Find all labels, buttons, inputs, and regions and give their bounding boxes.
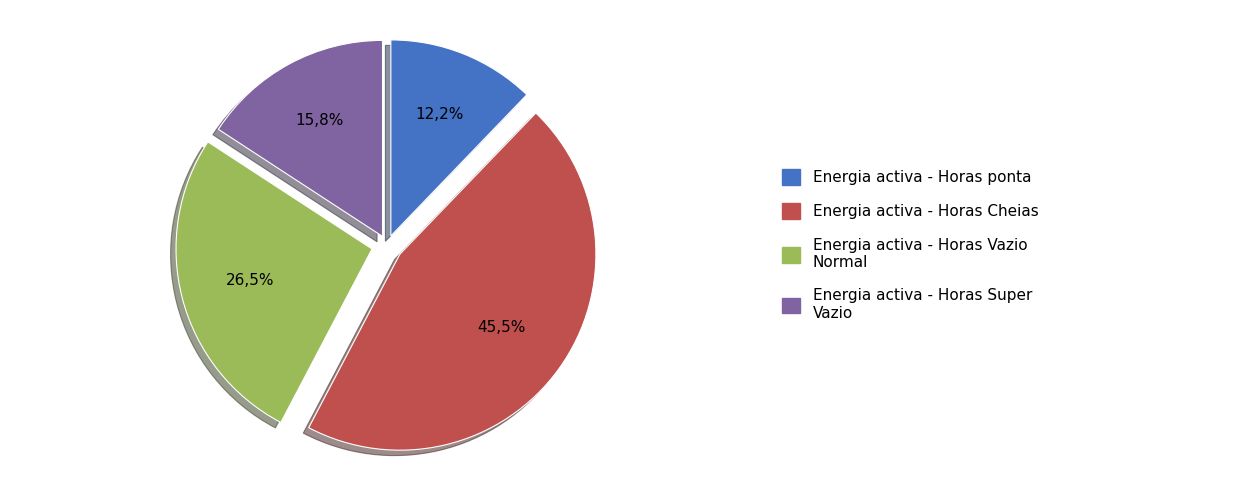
Wedge shape xyxy=(309,113,596,450)
Text: 15,8%: 15,8% xyxy=(296,113,345,128)
Wedge shape xyxy=(391,40,527,236)
Text: 45,5%: 45,5% xyxy=(477,320,526,335)
Wedge shape xyxy=(219,40,382,236)
Legend: Energia activa - Horas ponta, Energia activa - Horas Cheias, Energia activa - Ho: Energia activa - Horas ponta, Energia ac… xyxy=(782,169,1038,321)
Text: 26,5%: 26,5% xyxy=(226,273,275,288)
Wedge shape xyxy=(176,142,372,422)
Text: 12,2%: 12,2% xyxy=(416,107,465,122)
